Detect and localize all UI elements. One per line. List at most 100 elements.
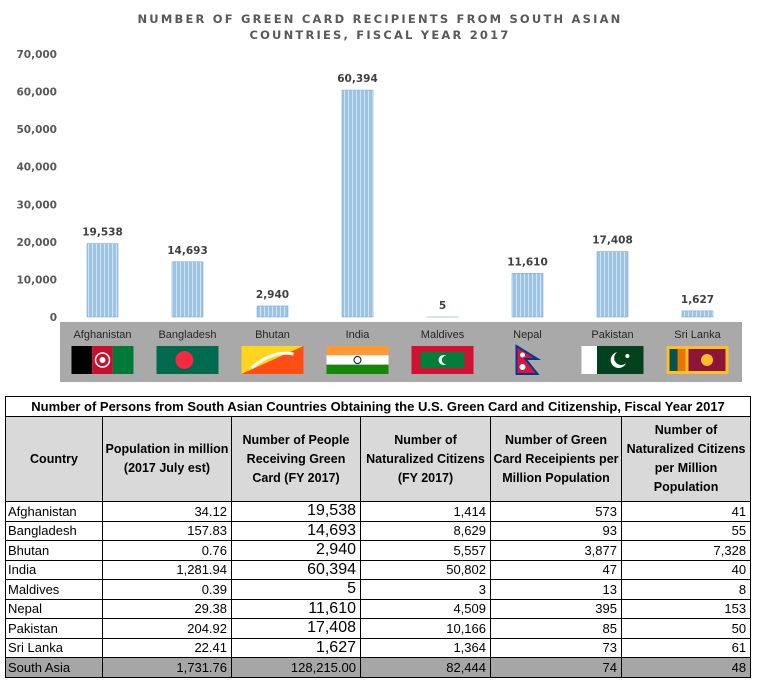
value-cell: 0.76 <box>102 540 232 561</box>
column-header: Population in million (2017 July est) <box>102 416 232 502</box>
chart-title-line-2: COUNTRIES, FISCAL YEAR 2017 <box>249 28 511 42</box>
category-label: Bangladesh <box>158 329 216 341</box>
value-cell: 4,509 <box>360 598 491 619</box>
y-tick-label: 10,000 <box>16 274 57 286</box>
green-card-table: Number of Persons from South Asian Count… <box>4 396 752 678</box>
bangladesh-flag-icon <box>156 346 219 374</box>
value-cell: 157.83 <box>102 520 232 541</box>
value-cell: 204.92 <box>102 618 232 639</box>
country-cell: Sri Lanka <box>5 637 103 658</box>
value-cell: 5 <box>231 579 361 600</box>
value-cell: 573 <box>490 501 622 522</box>
value-cell: 1,414 <box>360 501 491 522</box>
value-cell: 50,802 <box>360 559 491 580</box>
table-row: Pakistan 204.92 17,408 10,166 85 50 <box>5 618 752 639</box>
y-tick-label: 20,000 <box>16 237 57 249</box>
column-header: Number of Naturalized Citizens (FY 2017) <box>360 416 491 502</box>
bar-value-label: 60,394 <box>337 73 378 85</box>
value-cell: 55 <box>620 520 752 541</box>
nepal-flag-icon <box>515 344 542 375</box>
country-cell: Pakistan <box>5 618 103 639</box>
country-cell: India <box>5 559 103 580</box>
table-row: Bangladesh 157.83 14,693 8,629 93 55 <box>5 520 752 541</box>
value-cell: 60,394 <box>231 559 361 580</box>
value-cell: 48 <box>620 657 752 678</box>
bar-afghanistan <box>86 243 119 318</box>
bar-nepal <box>511 273 544 318</box>
bar-chart-plot: 0 10,000 20,000 30,000 40,000 50,000 60,000 70,… <box>16 49 729 375</box>
category-label: Maldives <box>421 329 465 341</box>
bar-value-label: 11,610 <box>507 256 548 268</box>
india-flag-icon <box>326 346 389 374</box>
category-label: Sri Lanka <box>674 329 721 341</box>
y-tick-label: 30,000 <box>16 199 57 211</box>
value-cell: 14,693 <box>231 520 361 541</box>
value-cell: 13 <box>490 579 622 600</box>
y-tick-label: 60,000 <box>16 87 57 99</box>
country-cell: South Asia <box>5 657 103 678</box>
y-tick-label: 70,000 <box>16 49 57 61</box>
value-cell: 11,610 <box>231 598 361 619</box>
value-cell: 29.38 <box>102 598 232 619</box>
category-label: Nepal <box>513 329 542 341</box>
value-cell: 3,877 <box>490 540 622 561</box>
value-cell: 8 <box>620 579 752 600</box>
bar-value-label: 1,627 <box>681 294 714 306</box>
bar-value-label: 17,408 <box>592 235 633 247</box>
table-row: Nepal 29.38 11,610 4,509 395 153 <box>5 598 752 619</box>
y-tick-label: 0 <box>50 312 57 324</box>
value-cell: 40 <box>620 559 752 580</box>
maldives-flag-icon <box>411 346 474 374</box>
value-cell: 41 <box>620 501 752 522</box>
bar-india <box>341 89 374 318</box>
bar-value-label: 2,940 <box>256 289 289 301</box>
chart-title-line-1: NUMBER OF GREEN CARD RECIPIENTS FROM SOU… <box>137 12 623 26</box>
bar-pakistan <box>596 251 629 318</box>
bar-value-label: 19,538 <box>82 227 123 239</box>
value-cell: 395 <box>490 598 622 619</box>
column-header: Country <box>5 416 103 502</box>
bhutan-flag-icon <box>241 346 304 374</box>
category-label: Pakistan <box>591 329 633 341</box>
category-label: India <box>346 329 371 341</box>
afghanistan-flag-icon <box>71 346 134 374</box>
bar-bhutan <box>256 305 289 318</box>
table-title: Number of Persons from South Asian Count… <box>4 396 752 417</box>
value-cell: 7,328 <box>620 540 752 561</box>
country-cell: Bhutan <box>5 540 103 561</box>
table-total-row: South Asia 1,731.76 128,215.00 82,444 74 48 <box>5 657 752 678</box>
value-cell: 82,444 <box>360 657 491 678</box>
country-cell: Bangladesh <box>5 520 103 541</box>
value-cell: 1,627 <box>231 637 361 658</box>
country-cell: Maldives <box>5 579 103 600</box>
value-cell: 8,629 <box>360 520 491 541</box>
bar-value-label: 5 <box>439 300 446 312</box>
column-header: Number of Green Card Receipients per Mil… <box>490 416 622 502</box>
table-row: India 1,281.94 60,394 50,802 47 40 <box>5 559 752 580</box>
value-cell: 17,408 <box>231 618 361 639</box>
table-row: Afghanistan 34.12 19,538 1,414 573 41 <box>5 501 752 522</box>
value-cell: 50 <box>620 618 752 639</box>
pakistan-flag-icon <box>581 346 644 374</box>
column-header: Number of People Receiving Green Card (F… <box>231 416 361 502</box>
category-label: Afghanistan <box>73 329 131 341</box>
value-cell: 19,538 <box>231 501 361 522</box>
bar-sri-lanka <box>681 310 714 318</box>
value-cell: 93 <box>490 520 622 541</box>
table-row: Maldives 0.39 5 3 13 8 <box>5 579 752 600</box>
value-cell: 2,940 <box>231 540 361 561</box>
y-tick-label: 50,000 <box>16 124 57 136</box>
table-header-row: Country Population in million (2017 July … <box>5 416 752 502</box>
value-cell: 22.41 <box>102 637 232 658</box>
table-body: Afghanistan 34.12 19,538 1,414 573 41 Banglade… <box>5 501 752 678</box>
value-cell: 1,364 <box>360 637 491 658</box>
category-label: Bhutan <box>255 329 290 341</box>
table-row: Bhutan 0.76 2,940 5,557 3,877 7,328 <box>5 540 752 561</box>
y-tick-label: 40,000 <box>16 162 57 174</box>
green-card-chart: NUMBER OF GREEN CARD RECIPIENTS FROM SOU… <box>16 12 742 382</box>
country-cell: Afghanistan <box>5 501 103 522</box>
value-cell: 73 <box>490 637 622 658</box>
value-cell: 74 <box>490 657 622 678</box>
value-cell: 153 <box>620 598 752 619</box>
value-cell: 1,731.76 <box>102 657 232 678</box>
